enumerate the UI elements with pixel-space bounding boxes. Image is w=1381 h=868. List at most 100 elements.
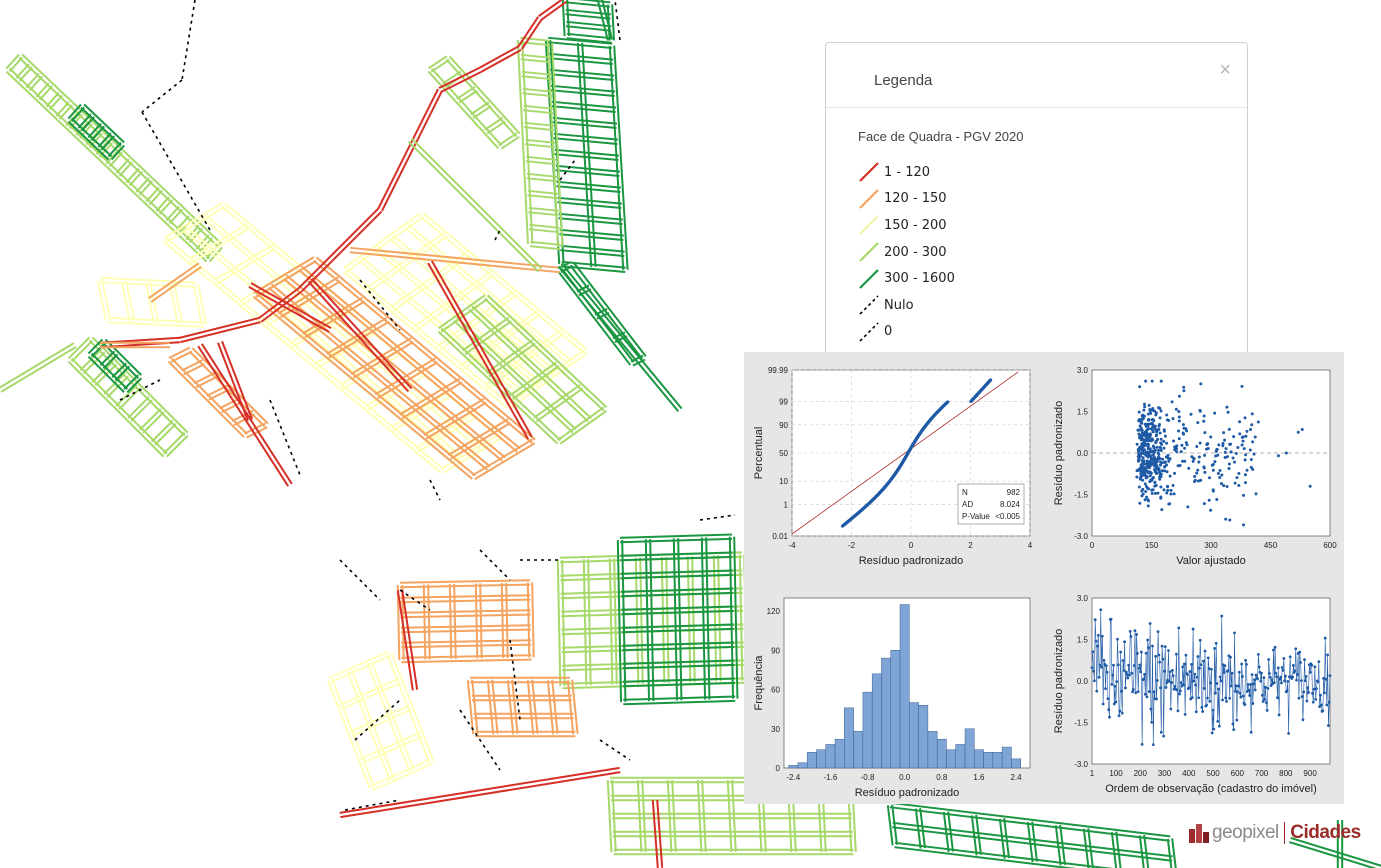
street-segment	[192, 285, 203, 326]
street-segment	[1289, 841, 1377, 868]
street-segment	[456, 316, 577, 431]
data-point	[1164, 686, 1168, 689]
data-point	[1155, 472, 1159, 476]
legend-item-label: 1 - 120	[884, 164, 931, 180]
street-segment	[1031, 821, 1038, 862]
close-icon[interactable]: ×	[1219, 59, 1231, 81]
data-point	[1159, 475, 1163, 479]
data-point	[1239, 695, 1243, 699]
data-point	[1228, 696, 1232, 700]
data-point	[1249, 428, 1253, 432]
data-point	[1169, 488, 1173, 492]
street-segment	[70, 106, 85, 123]
residuals-vs-fitted-plot: -3.0 -1.5 0.0 1.5 3.0 0 150 300 450 600 Valor ajus…	[1048, 364, 1340, 578]
data-point	[1229, 450, 1233, 454]
data-point	[1228, 518, 1232, 522]
data-point	[1248, 448, 1252, 452]
street-segment	[162, 431, 186, 455]
order-series	[1090, 608, 1332, 746]
data-point	[1197, 696, 1201, 700]
data-point	[1214, 454, 1218, 458]
data-point	[1207, 667, 1211, 671]
data-point	[1187, 686, 1191, 690]
data-point	[1223, 455, 1227, 459]
street-segment	[400, 583, 531, 589]
data-point	[1236, 446, 1240, 450]
axis-tick-label: 400	[1182, 769, 1196, 778]
data-point	[1286, 679, 1290, 683]
data-point	[1171, 483, 1175, 487]
data-point	[1238, 691, 1242, 695]
data-point	[1198, 409, 1202, 413]
data-point	[1325, 703, 1329, 707]
street-segment	[401, 381, 463, 420]
x-axis-label: Valor ajustado	[1176, 555, 1246, 567]
data-point	[1283, 679, 1287, 683]
data-point	[1104, 664, 1108, 668]
data-point	[1220, 614, 1224, 618]
street-segment	[328, 320, 390, 359]
street-segment	[346, 671, 391, 781]
data-point	[1251, 702, 1255, 705]
street-segment	[621, 609, 734, 616]
data-point	[1209, 435, 1213, 439]
legend-item: 120 - 150	[858, 186, 955, 213]
data-point	[1177, 419, 1181, 423]
data-point	[1137, 457, 1141, 461]
data-point	[1208, 476, 1212, 480]
data-point	[1245, 429, 1249, 433]
histogram-bar	[927, 731, 938, 769]
street-segment	[115, 158, 130, 174]
street-segment	[468, 308, 589, 423]
street-segment	[366, 662, 411, 772]
data-point	[1237, 684, 1240, 688]
data-point	[1251, 467, 1255, 471]
street-segment	[520, 58, 551, 64]
data-point	[1102, 658, 1106, 662]
data-point	[1305, 699, 1309, 703]
data-point	[1163, 460, 1167, 464]
data-point	[1153, 491, 1157, 495]
histogram-bar	[936, 738, 947, 769]
street-segment	[471, 305, 592, 420]
data-point	[1182, 385, 1186, 389]
data-point	[1137, 666, 1141, 670]
street-segment	[596, 0, 609, 41]
street-null-segment	[699, 514, 736, 521]
data-point	[1240, 443, 1244, 447]
data-point	[1249, 458, 1253, 462]
data-point	[1224, 517, 1228, 521]
data-point	[1242, 523, 1246, 527]
data-point	[1251, 440, 1255, 444]
street-segment	[526, 155, 557, 161]
data-point	[1151, 438, 1155, 442]
street-segment	[419, 215, 586, 354]
data-point	[1170, 400, 1174, 404]
street-segment	[1110, 832, 1118, 868]
stats-label: N	[962, 488, 968, 497]
street-segment	[101, 279, 112, 320]
street-segment	[193, 371, 216, 385]
street-segment	[99, 281, 196, 288]
data-point	[1146, 433, 1150, 437]
street-segment	[622, 645, 735, 652]
data-point	[1232, 728, 1236, 732]
axis-tick-label: 2	[968, 541, 973, 550]
street-segment	[1138, 835, 1145, 868]
street-segment	[889, 806, 1170, 842]
residuals-vs-order-plot: -3.0 -1.5 0.0 1.5 3.0 1 100 200 300 400 500 600 700 8…	[1048, 592, 1340, 802]
street-segment	[410, 137, 543, 270]
street-segment	[571, 679, 579, 734]
data-point	[1138, 433, 1142, 437]
street-segment	[458, 89, 478, 104]
data-point	[1148, 470, 1152, 474]
street-segment	[521, 75, 552, 81]
data-point	[1189, 412, 1193, 416]
brand-separator	[1283, 822, 1286, 844]
axis-tick-label: -1.5	[1074, 491, 1088, 500]
data-point	[1272, 681, 1276, 685]
data-point	[1224, 447, 1228, 451]
street-segment	[440, 71, 482, 93]
data-point	[1225, 455, 1229, 459]
